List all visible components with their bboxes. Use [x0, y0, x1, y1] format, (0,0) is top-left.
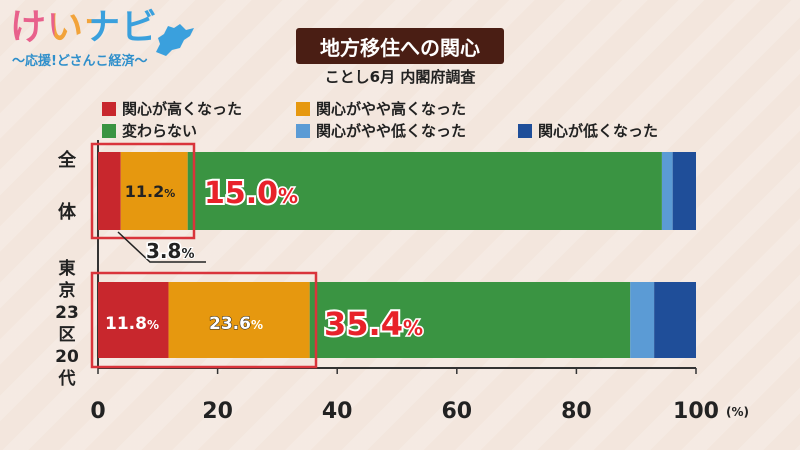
legend-item-1: 関心がやや高くなった — [296, 98, 466, 119]
legend-label-3: 関心がやや低くなった — [316, 122, 467, 140]
highlight-box-tokyo — [90, 271, 318, 369]
row-label-tokyo-line1: 東 — [58, 259, 76, 279]
row-label-tokyo: 東 京 23 区 20 代 — [52, 258, 82, 390]
callout-label: 3.8% — [146, 239, 194, 263]
data-label-tokyo-higher: 11.8% — [105, 314, 159, 334]
x-tick-label-0: 0 — [90, 399, 105, 424]
bar-row0-series1 — [120, 152, 188, 230]
legend-item-3: 関心がやや低くなった — [296, 120, 466, 141]
bar-row1-series2 — [309, 282, 631, 358]
legend-item-4: 関心が低くなった — [518, 120, 658, 141]
bar-row1-series3 — [630, 282, 655, 358]
legend-item-2: 変わらない — [102, 120, 197, 141]
bar-row1-series4 — [654, 282, 696, 358]
chart-subtitle: ことし6月 内閣府調査 — [324, 68, 476, 86]
x-tick-label-3: 60 — [441, 399, 472, 424]
sum-label-tokyo: 35.4% — [324, 305, 423, 343]
legend-swatch-2 — [102, 123, 116, 138]
row-label-tokyo-line2: 京 — [58, 281, 76, 301]
legend-item-0: 関心が高くなった — [102, 98, 242, 119]
callout-leader-line — [117, 231, 206, 263]
data-label-overall-somewhat-higher: 11.2% — [125, 182, 176, 201]
chart-title: 地方移住への関心 — [296, 28, 504, 64]
row-label-overall: 全 体 — [52, 150, 82, 224]
legend-swatch-3 — [296, 123, 310, 138]
bar-row0-series2 — [187, 152, 662, 230]
row-label-overall-line1: 全 — [58, 150, 76, 171]
row-label-tokyo-line6: 代 — [58, 369, 76, 389]
x-tick-label-2: 40 — [322, 399, 353, 424]
x-tick-label-4: 80 — [561, 399, 592, 424]
row-label-tokyo-line5: 20 — [55, 347, 79, 367]
x-tick-label-1: 20 — [202, 399, 233, 424]
logo-subtitle: 〜応援!どさんこ経済〜 — [12, 54, 148, 69]
legend-swatch-4 — [518, 123, 532, 138]
data-label-tokyo-somewhat-higher: 23.6% — [209, 314, 263, 334]
legend-label-0: 関心が高くなった — [122, 100, 243, 118]
row-label-overall-line2: 体 — [58, 202, 76, 223]
legend-label-2: 変わらない — [122, 122, 198, 140]
legend-swatch-0 — [102, 101, 116, 116]
x-tick-label-5: 100 — [673, 399, 719, 424]
row-label-tokyo-line3: 23 — [55, 303, 79, 323]
bar-row1-series0 — [98, 282, 169, 358]
bar-row0-series3 — [661, 152, 673, 230]
hokkaido-map-icon — [156, 24, 194, 56]
legend-swatch-1 — [296, 101, 310, 116]
legend-label-4: 関心が低くなった — [538, 122, 659, 140]
bar-row0-series0 — [98, 152, 121, 230]
highlight-box-overall — [90, 142, 196, 240]
bar-row1-series1 — [168, 282, 310, 358]
legend-label-1: 関心がやや高くなった — [316, 100, 467, 118]
logo-title: けいナビ — [10, 7, 159, 48]
row-label-tokyo-line4: 区 — [58, 325, 76, 345]
sum-label-overall: 15.0% — [204, 176, 298, 211]
x-axis-unit: (%) — [726, 405, 749, 419]
bar-row0-series4 — [672, 152, 696, 230]
keinavi-logo: けいナビ 〜応援!どさんこ経済〜 — [10, 8, 210, 70]
